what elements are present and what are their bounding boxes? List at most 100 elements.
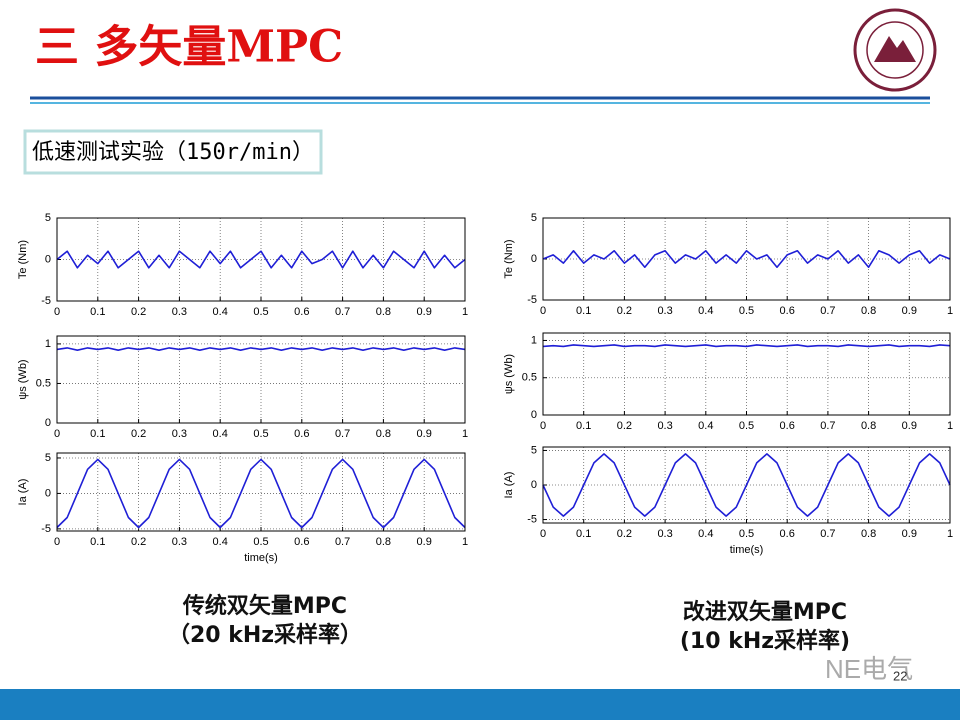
axes-frame	[542, 332, 951, 416]
x-tick-label: 0.6	[294, 428, 309, 440]
x-tick-label: 0.4	[698, 528, 713, 540]
y-tick-label: 0	[45, 417, 51, 429]
y-tick-label: 0	[531, 409, 537, 421]
x-tick-label: 0.9	[417, 536, 432, 548]
y-axis-label: Ia (A)	[503, 472, 515, 499]
page-number: 22	[893, 668, 907, 683]
x-tick-label: 0.2	[131, 428, 146, 440]
x-tick-label: 0.9	[417, 428, 432, 440]
x-tick-label: 0.1	[576, 528, 591, 540]
x-tick-label: 0.7	[820, 305, 835, 317]
caption: 改进双矢量MPC	[683, 599, 847, 625]
x-tick-label: 0.8	[861, 420, 876, 432]
y-tick-label: 5	[45, 452, 51, 464]
axes-frame	[542, 446, 951, 524]
y-axis-label: ψs (Wb)	[17, 359, 29, 399]
axes-frame	[56, 335, 466, 424]
y-axis-label: Ia (A)	[17, 479, 29, 506]
x-tick-label: 0.1	[90, 306, 105, 318]
watermark: NE电气	[825, 654, 913, 684]
data-line	[56, 458, 466, 529]
x-tick-label: 0.8	[861, 528, 876, 540]
y-tick-label: -5	[41, 295, 51, 307]
x-tick-label: 0.6	[780, 420, 795, 432]
x-tick-label: 0	[54, 428, 60, 440]
data-line	[56, 347, 466, 351]
x-tick-label: 0.5	[253, 428, 268, 440]
x-tick-label: 0.6	[294, 536, 309, 548]
x-tick-label: 0.7	[335, 428, 350, 440]
x-tick-label: 0.7	[820, 528, 835, 540]
x-tick-label: 0.2	[617, 420, 632, 432]
x-tick-label: 0.4	[213, 428, 228, 440]
x-tick-label: 0	[540, 305, 546, 317]
y-axis-label: ψs (Wb)	[503, 354, 515, 394]
x-tick-label: 0.2	[617, 305, 632, 317]
x-tick-label: 1	[462, 536, 468, 548]
x-tick-label: 0.2	[131, 536, 146, 548]
x-tick-label: 0.5	[739, 528, 754, 540]
x-tick-label: 0.4	[698, 305, 713, 317]
y-tick-label: 0	[531, 253, 537, 265]
y-tick-label: -5	[527, 294, 537, 306]
x-tick-label: 0.8	[376, 306, 391, 318]
x-tick-label: 0.3	[172, 428, 187, 440]
x-tick-label: 0.1	[576, 305, 591, 317]
x-tick-label: 0.4	[213, 306, 228, 318]
axes-frame	[56, 452, 466, 532]
x-tick-label: 0.1	[90, 428, 105, 440]
y-tick-label: -5	[527, 513, 537, 525]
x-tick-label: 0.8	[376, 428, 391, 440]
x-tick-label: 0.6	[294, 306, 309, 318]
axes-frame	[542, 217, 951, 301]
x-tick-label: 0.4	[698, 420, 713, 432]
x-tick-label: 1	[947, 420, 953, 432]
y-tick-label: 1	[531, 334, 537, 346]
logo	[853, 8, 937, 92]
x-tick-label: 0.9	[902, 420, 917, 432]
x-tick-label: 0.3	[657, 420, 672, 432]
x-tick-label: 1	[947, 528, 953, 540]
x-tick-label: 0	[540, 528, 546, 540]
x-axis-label: time(s)	[244, 552, 278, 564]
y-tick-label: 5	[531, 444, 537, 456]
x-tick-label: 1	[947, 305, 953, 317]
y-axis-label: Te (Nm)	[17, 240, 29, 279]
data-line	[542, 250, 951, 268]
y-tick-label: 0	[45, 253, 51, 265]
data-line	[56, 250, 466, 269]
x-tick-label: 0.8	[861, 305, 876, 317]
x-tick-label: 0.7	[820, 420, 835, 432]
x-tick-label: 0	[54, 306, 60, 318]
x-tick-label: 0.9	[417, 306, 432, 318]
x-tick-label: 0	[540, 420, 546, 432]
y-tick-label: 5	[531, 212, 537, 224]
y-tick-label: 0	[45, 487, 51, 499]
axes-frame	[56, 217, 466, 302]
x-tick-label: 0.1	[90, 536, 105, 548]
x-axis-label: time(s)	[730, 544, 764, 556]
footer-band	[0, 689, 960, 720]
x-tick-label: 0.6	[780, 528, 795, 540]
caption: （20 kHz采样率）	[168, 622, 362, 648]
y-tick-label: 0	[531, 479, 537, 491]
x-tick-label: 0.8	[376, 536, 391, 548]
x-tick-label: 0.5	[739, 305, 754, 317]
caption: (10 kHz采样率)	[680, 628, 850, 654]
y-tick-label: -5	[41, 523, 51, 535]
x-tick-label: 0	[54, 536, 60, 548]
x-tick-label: 0.1	[576, 420, 591, 432]
x-tick-label: 0.2	[131, 306, 146, 318]
data-line	[542, 453, 951, 517]
x-tick-label: 0.6	[780, 305, 795, 317]
y-tick-label: 1	[45, 338, 51, 350]
x-tick-label: 0.3	[172, 306, 187, 318]
x-tick-label: 0.7	[335, 536, 350, 548]
x-tick-label: 0.3	[172, 536, 187, 548]
x-tick-label: 0.9	[902, 305, 917, 317]
x-tick-label: 0.5	[253, 306, 268, 318]
x-tick-label: 1	[462, 306, 468, 318]
x-tick-label: 0.5	[739, 420, 754, 432]
